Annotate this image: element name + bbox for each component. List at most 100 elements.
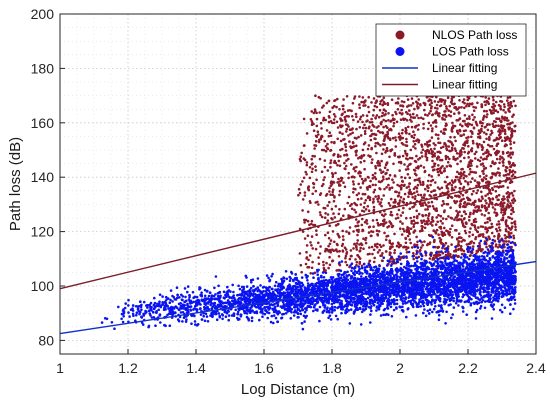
nlos-point — [498, 185, 502, 188]
los-point — [186, 285, 190, 288]
nlos-point — [505, 240, 508, 243]
nlos-point — [471, 233, 475, 237]
nlos-point — [465, 104, 468, 108]
nlos-point — [381, 111, 385, 115]
nlos-point — [428, 234, 432, 238]
nlos-point — [352, 247, 355, 250]
nlos-point — [344, 257, 347, 260]
nlos-point — [466, 152, 470, 155]
los-point — [338, 272, 341, 276]
nlos-point — [408, 109, 411, 112]
nlos-point — [496, 237, 500, 241]
nlos-point — [504, 165, 508, 169]
nlos-point — [359, 175, 362, 178]
nlos-point — [346, 201, 350, 205]
nlos-point — [407, 229, 411, 232]
nlos-point — [469, 180, 473, 184]
nlos-point — [494, 100, 498, 104]
nlos-point — [336, 232, 340, 236]
nlos-point — [324, 118, 328, 122]
nlos-point — [468, 235, 471, 238]
nlos-point — [458, 236, 462, 239]
nlos-point — [307, 188, 311, 192]
los-point — [406, 307, 410, 311]
nlos-point — [400, 141, 404, 145]
los-point — [469, 250, 473, 253]
nlos-point — [491, 187, 494, 190]
nlos-point — [396, 194, 400, 198]
nlos-point — [361, 114, 365, 117]
nlos-point — [328, 200, 331, 204]
nlos-point — [405, 119, 409, 122]
nlos-point — [419, 183, 423, 186]
nlos-point — [480, 204, 484, 207]
nlos-point — [414, 185, 417, 189]
nlos-point — [411, 102, 415, 105]
nlos-point — [471, 113, 474, 117]
los-point — [231, 283, 234, 287]
nlos-point — [305, 173, 308, 176]
nlos-point — [355, 153, 358, 157]
nlos-point — [399, 160, 403, 164]
nlos-point — [507, 226, 511, 230]
nlos-point — [443, 118, 447, 121]
los-point — [203, 319, 207, 323]
nlos-point — [380, 120, 383, 124]
nlos-point — [502, 103, 506, 106]
nlos-point — [335, 248, 338, 251]
nlos-point — [314, 189, 318, 193]
nlos-point — [480, 144, 484, 147]
nlos-point — [491, 225, 494, 229]
nlos-point — [344, 260, 348, 264]
nlos-point — [443, 142, 446, 146]
nlos-point — [374, 183, 377, 187]
nlos-point — [395, 112, 398, 116]
nlos-point — [333, 240, 336, 244]
nlos-point — [461, 100, 465, 104]
nlos-point — [356, 254, 359, 257]
nlos-point — [508, 122, 512, 126]
nlos-point — [303, 237, 307, 240]
los-point — [461, 310, 465, 313]
nlos-point — [422, 182, 425, 186]
nlos-point — [419, 164, 423, 168]
nlos-point — [389, 251, 392, 255]
nlos-point — [386, 102, 390, 105]
nlos-point — [327, 244, 330, 248]
nlos-point — [377, 159, 380, 163]
nlos-point — [509, 147, 513, 150]
nlos-point — [355, 242, 359, 245]
nlos-point — [352, 167, 356, 171]
nlos-point — [412, 219, 416, 222]
nlos-point — [426, 205, 430, 208]
nlos-point — [442, 202, 446, 206]
los-point — [203, 288, 207, 292]
nlos-point — [361, 217, 364, 221]
nlos-point — [500, 211, 503, 214]
nlos-point — [465, 243, 469, 246]
nlos-point — [497, 167, 500, 170]
nlos-point — [459, 154, 462, 157]
nlos-point — [435, 216, 439, 219]
nlos-point — [461, 193, 465, 197]
nlos-point — [500, 139, 504, 142]
nlos-point — [409, 241, 413, 245]
nlos-point — [446, 96, 450, 99]
nlos-point — [360, 197, 363, 200]
nlos-point — [394, 145, 398, 148]
nlos-point — [450, 183, 454, 187]
nlos-point — [378, 243, 382, 247]
nlos-point — [457, 178, 460, 182]
los-point — [110, 321, 114, 324]
nlos-point — [332, 212, 335, 215]
nlos-point — [384, 238, 388, 242]
nlos-point — [301, 198, 305, 201]
nlos-point — [449, 135, 452, 139]
los-point — [194, 323, 197, 326]
nlos-point — [443, 233, 447, 237]
nlos-point — [440, 204, 444, 207]
los-point — [350, 303, 354, 307]
nlos-point — [308, 254, 312, 257]
nlos-point — [439, 104, 443, 107]
nlos-point — [507, 206, 511, 209]
